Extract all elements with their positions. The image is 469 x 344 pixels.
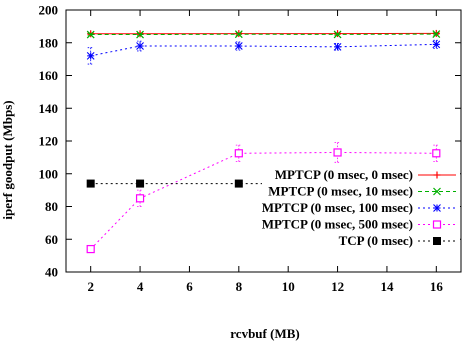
- x-tick-label: 10: [282, 279, 295, 294]
- data-point: [136, 42, 144, 50]
- x-tick-label: 4: [137, 279, 144, 294]
- legend-marker: [433, 171, 441, 179]
- legend-entry-bg: [262, 233, 460, 250]
- legend-label: MPTCP (0 msec, 500 msec): [262, 217, 413, 232]
- y-tick-label: 180: [39, 35, 59, 50]
- y-tick-label: 80: [45, 199, 58, 214]
- legend-label: MPTCP (0 msec, 0 msec): [275, 167, 413, 182]
- y-tick-label: 120: [39, 134, 59, 149]
- data-point: [234, 30, 243, 39]
- legend-entry: MPTCP (0 msec, 10 msec): [262, 183, 460, 200]
- legend-marker: [433, 237, 441, 245]
- legend-label: TCP (0 msec): [339, 233, 413, 248]
- marker-part: [234, 30, 243, 39]
- legend-label: MPTCP (0 msec, 100 msec): [262, 200, 413, 215]
- data-point: [86, 244, 95, 254]
- data-point: [432, 40, 441, 49]
- data-point: [234, 179, 243, 188]
- legend-entry: MPTCP (0 msec, 0 msec): [262, 167, 460, 184]
- data-point: [432, 149, 441, 158]
- y-axis-title: iperf goodput (Mbps): [0, 100, 15, 219]
- legend-marker: [433, 187, 441, 196]
- x-tick-label: 8: [236, 279, 243, 294]
- legend-marker: [432, 220, 442, 229]
- series-4: [86, 142, 441, 254]
- legend-entry-bg: [262, 216, 460, 233]
- series-line: [90, 151, 437, 250]
- marker-part: [333, 30, 342, 39]
- y-tick-label: 160: [39, 68, 59, 83]
- data-point: [432, 30, 441, 38]
- data-point: [333, 30, 342, 39]
- marker-part: [432, 30, 441, 38]
- legend-entry-bg: [262, 183, 460, 200]
- y-tick-label: 100: [39, 166, 59, 181]
- legend-marker: [433, 204, 441, 212]
- x-tick-label: 16: [430, 279, 444, 294]
- x-axis-title: rcvbuf (MB): [230, 326, 299, 341]
- data-point: [136, 30, 144, 39]
- marker-part: [86, 30, 95, 39]
- legend-entry: TCP (0 msec): [262, 233, 460, 250]
- series-3: [86, 39, 441, 65]
- series-2: [86, 30, 441, 39]
- series-line: [90, 43, 437, 57]
- legend-entry-bg: [262, 200, 460, 217]
- legend-label: MPTCP (0 msec, 10 msec): [268, 184, 413, 199]
- y-tick-label: 140: [39, 101, 59, 116]
- legend-entry: MPTCP (0 msec, 500 msec): [262, 216, 460, 233]
- marker-part: [432, 40, 441, 49]
- y-tick-label: 60: [45, 232, 58, 247]
- data-point: [333, 42, 342, 51]
- data-point: [86, 179, 95, 188]
- legend-entry: MPTCP (0 msec, 100 msec): [262, 200, 460, 217]
- x-tick-label: 2: [87, 279, 94, 294]
- x-tick-label: 14: [380, 279, 394, 294]
- data-point: [234, 42, 243, 50]
- marker-part: [333, 42, 342, 51]
- data-point: [86, 51, 95, 60]
- marker-part: [136, 30, 144, 39]
- x-tick-label: 6: [186, 279, 193, 294]
- data-point: [136, 179, 145, 188]
- marker-part: [433, 187, 441, 196]
- data-point: [86, 30, 95, 39]
- data-point: [333, 148, 342, 157]
- data-point: [135, 194, 145, 203]
- marker-part: [234, 42, 243, 50]
- legend-entry-bg: [262, 167, 460, 184]
- marker-part: [86, 51, 95, 60]
- data-point: [234, 149, 243, 158]
- marker-part: [136, 42, 144, 50]
- marker-part: [433, 204, 441, 212]
- y-tick-label: 200: [39, 3, 59, 18]
- x-tick-label: 12: [331, 279, 344, 294]
- y-tick-label: 40: [45, 265, 58, 280]
